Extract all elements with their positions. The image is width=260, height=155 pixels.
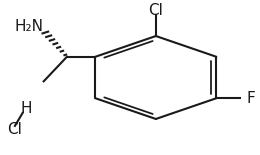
Text: Cl: Cl: [148, 3, 163, 18]
Text: Cl: Cl: [8, 122, 22, 137]
Text: H: H: [21, 101, 32, 116]
Text: H₂N: H₂N: [15, 19, 44, 33]
Text: F: F: [246, 91, 255, 106]
